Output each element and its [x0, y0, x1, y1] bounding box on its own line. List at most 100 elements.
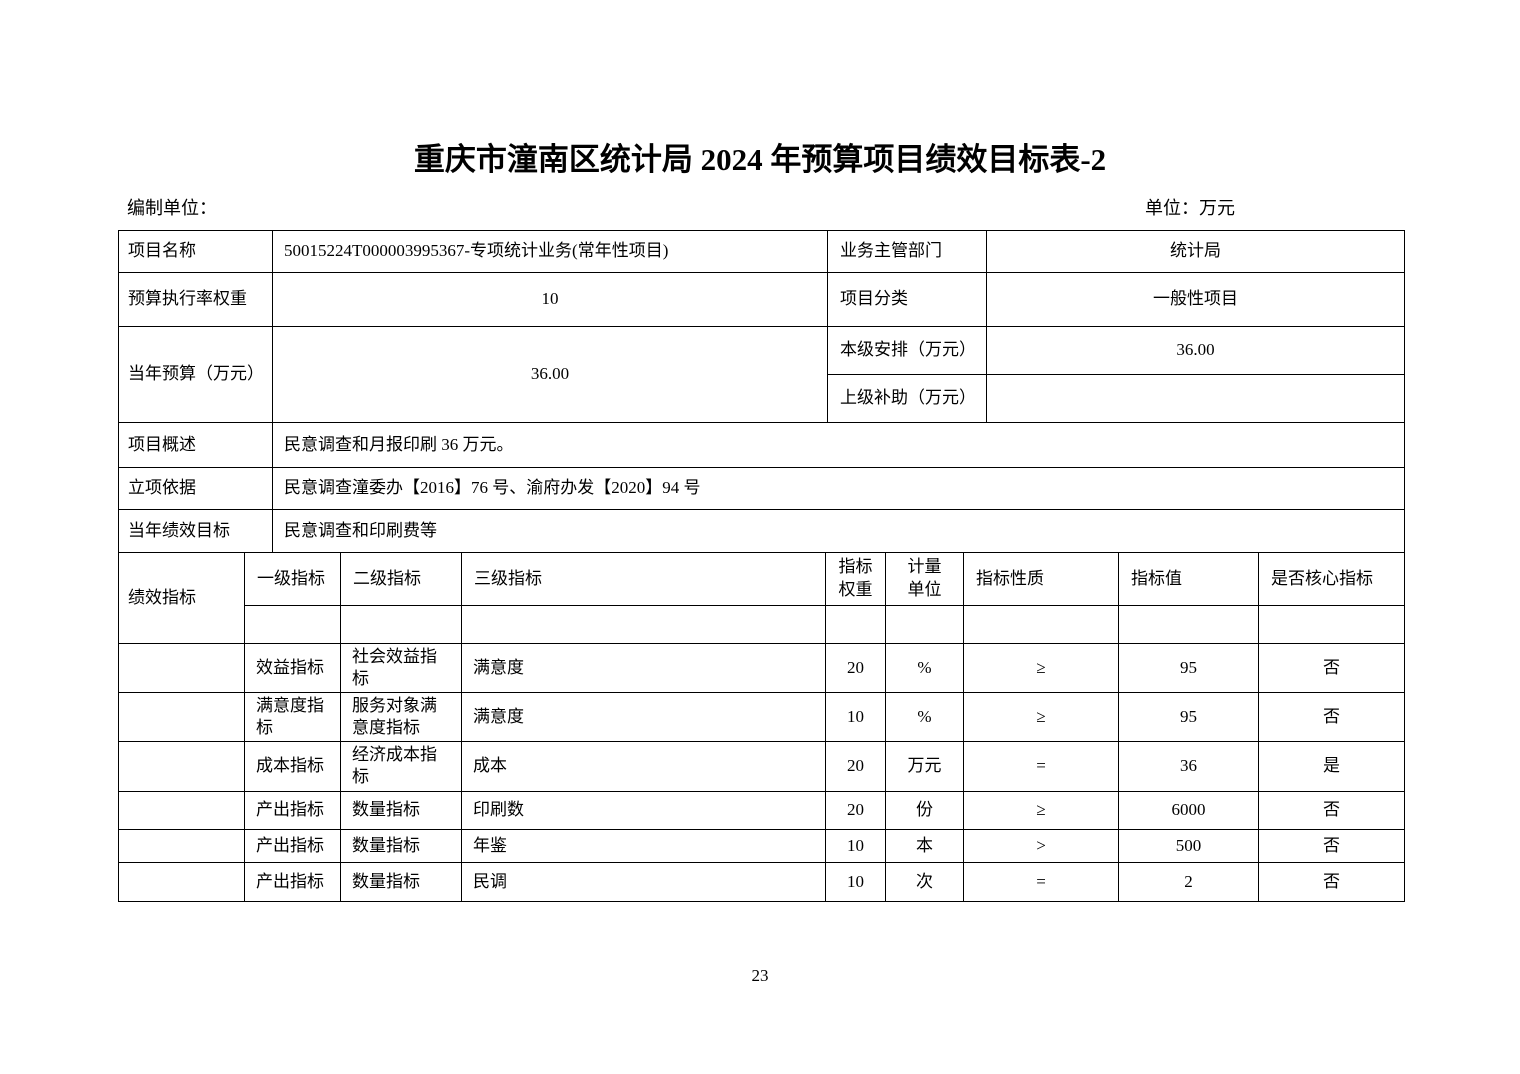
row-spacer-cell [118, 861, 245, 902]
indicator-row: 产出指标 数量指标 印刷数 20 份 ≥ 6000 否 [118, 790, 1405, 830]
empty-cell [825, 605, 886, 644]
unit-label: 单位：万元 [1145, 198, 1235, 218]
indicators-empty-row [119, 605, 1405, 644]
value-cell: 95 [1118, 642, 1259, 694]
indicator-row: 产出指标 数量指标 年鉴 10 本 > 500 否 [118, 828, 1405, 863]
dept-label-cell: 业务主管部门 [827, 230, 987, 273]
row-spacer-cell [118, 642, 245, 694]
empty-cell [885, 605, 964, 644]
empty-cell [1118, 605, 1259, 644]
empty-cell [963, 605, 1119, 644]
local-value-cell: 36.00 [986, 326, 1405, 375]
header-nature-cell: 指标性质 [963, 552, 1119, 606]
subsidy-value-cell [986, 374, 1405, 423]
weight-cell: 20 [825, 790, 886, 830]
level2-cell: 数量指标 [340, 790, 462, 830]
row-spacer-cell [118, 692, 245, 743]
value-cell: 95 [1118, 692, 1259, 743]
page-number: 23 [751, 966, 769, 985]
nature-cell: = [963, 741, 1119, 792]
weight-cell: 10 [825, 861, 886, 902]
value-cell: 6000 [1118, 790, 1259, 830]
level1-cell: 产出指标 [244, 828, 341, 863]
level3-cell: 满意度 [461, 642, 826, 694]
weight-cell: 20 [825, 741, 886, 792]
core-cell: 否 [1258, 861, 1405, 902]
level3-cell: 满意度 [461, 692, 826, 743]
unit-cell: % [885, 642, 964, 694]
level1-cell: 满意度指标 [244, 692, 341, 743]
empty-cell [461, 605, 826, 644]
table-row: 项目概述 民意调查和月报印刷 36 万元。 [118, 422, 1405, 468]
level1-cell: 成本指标 [244, 741, 341, 792]
level3-cell: 成本 [461, 741, 826, 792]
value-cell: 2 [1118, 861, 1259, 902]
unit-cell: % [885, 692, 964, 743]
page-title: 重庆市潼南区统计局 2024 年预算项目绩效目标表-2 [413, 142, 1107, 177]
table-row: 上级补助（万元） [119, 374, 1405, 423]
exec-weight-value-cell: 10 [272, 272, 828, 327]
basis-value-cell: 民意调查潼委办【2016】76 号、渝府办发【2020】94 号 [272, 467, 1405, 510]
dept-value-cell: 统计局 [986, 230, 1405, 273]
unit-cell: 万元 [885, 741, 964, 792]
table-row: 预算执行率权重 10 项目分类 一般性项目 [118, 272, 1405, 327]
header-level2-cell: 二级指标 [340, 552, 462, 606]
local-label-cell: 本级安排（万元） [827, 326, 987, 375]
level1-cell: 产出指标 [244, 861, 341, 902]
project-name-label-cell: 项目名称 [118, 230, 273, 273]
weight-cell: 10 [825, 828, 886, 863]
goal-label-cell: 当年绩效目标 [118, 509, 273, 553]
level1-cell: 效益指标 [244, 642, 341, 694]
level3-cell: 民调 [461, 861, 826, 902]
nature-cell: ≥ [963, 790, 1119, 830]
overview-value-cell: 民意调查和月报印刷 36 万元。 [272, 422, 1405, 468]
value-cell: 36 [1118, 741, 1259, 792]
header-core-cell: 是否核心指标 [1258, 552, 1405, 606]
core-cell: 否 [1258, 642, 1405, 694]
indicators-header-row: 绩效指标 一级指标 二级指标 三级指标 指标权重 计量单位 指标性质 指标值 是… [118, 552, 1405, 644]
indicators-table: 绩效指标 一级指标 二级指标 三级指标 指标权重 计量单位 指标性质 指标值 是… [118, 552, 1405, 902]
header-unit-text: 计量单位 [907, 557, 942, 599]
level3-cell: 年鉴 [461, 828, 826, 863]
nature-cell: > [963, 828, 1119, 863]
prepared-by-label: 编制单位： [127, 198, 217, 218]
table-row: 当年绩效目标 民意调查和印刷费等 [118, 509, 1405, 553]
exec-weight-label-cell: 预算执行率权重 [118, 272, 273, 327]
project-info-table: 项目名称 50015224T000003995367-专项统计业务(常年性项目)… [118, 230, 1405, 553]
header-unit-cell: 计量单位 [885, 552, 964, 606]
goal-value-cell: 民意调查和印刷费等 [272, 509, 1405, 553]
core-cell: 否 [1258, 790, 1405, 830]
overview-label-cell: 项目概述 [118, 422, 273, 468]
header-weight-text: 指标权重 [838, 557, 873, 599]
row-spacer-cell [118, 828, 245, 863]
indicator-row: 满意度指标 服务对象满意度指标 满意度 10 % ≥ 95 否 [118, 692, 1405, 743]
empty-cell [340, 605, 462, 644]
unit-cell: 次 [885, 861, 964, 902]
header-weight-cell: 指标权重 [825, 552, 886, 606]
level2-cell: 数量指标 [340, 861, 462, 902]
performance-target-table: 项目名称 50015224T000003995367-专项统计业务(常年性项目)… [118, 230, 1405, 902]
value-cell: 500 [1118, 828, 1259, 863]
level2-cell: 社会效益指标 [340, 642, 462, 694]
budget-label-cell: 当年预算（万元） [118, 326, 273, 423]
nature-cell: ≥ [963, 642, 1119, 694]
header-value-cell: 指标值 [1118, 552, 1259, 606]
indicators-section-label-cell: 绩效指标 [118, 552, 245, 644]
indicator-row: 成本指标 经济成本指标 成本 20 万元 = 36 是 [118, 741, 1405, 792]
header-level3-cell: 三级指标 [461, 552, 826, 606]
table-row: 项目名称 50015224T000003995367-专项统计业务(常年性项目)… [118, 230, 1405, 273]
row-spacer-cell [118, 741, 245, 792]
weight-cell: 10 [825, 692, 886, 743]
level2-cell: 服务对象满意度指标 [340, 692, 462, 743]
indicator-row: 效益指标 社会效益指标 满意度 20 % ≥ 95 否 [118, 642, 1405, 694]
core-cell: 否 [1258, 828, 1405, 863]
core-cell: 否 [1258, 692, 1405, 743]
level3-cell: 印刷数 [461, 790, 826, 830]
level1-cell: 产出指标 [244, 790, 341, 830]
table-row: 当年预算（万元） 36.00 本级安排（万元） 36.00 [118, 326, 1405, 423]
unit-cell: 份 [885, 790, 964, 830]
budget-value-cell: 36.00 [272, 326, 828, 423]
header-level1-cell: 一级指标 [244, 552, 341, 606]
nature-cell: ≥ [963, 692, 1119, 743]
